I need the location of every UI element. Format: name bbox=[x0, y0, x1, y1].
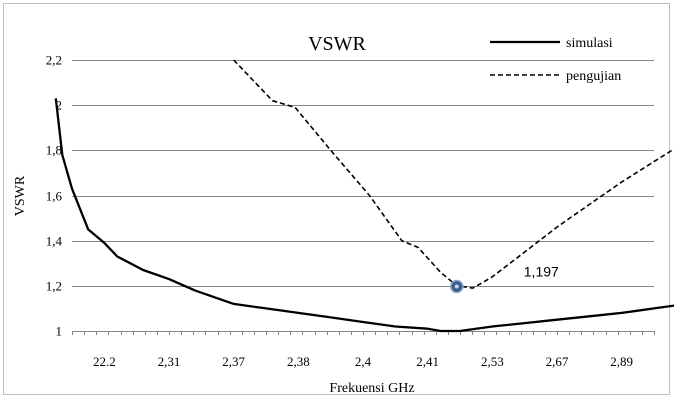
y-tick-label: 1,4 bbox=[46, 234, 63, 249]
y-tick-label: 1,8 bbox=[46, 143, 62, 158]
legend-label-pengujian: pengujian bbox=[566, 69, 621, 84]
x-tick-label: 2,31 bbox=[158, 354, 181, 369]
x-axis-title: Frekuensi GHz bbox=[329, 381, 414, 396]
x-tick-label: 2,4 bbox=[355, 354, 372, 369]
annotation-marker-highlight bbox=[454, 284, 459, 289]
series-line-simulasi bbox=[54, 98, 674, 333]
chart-title: VSWR bbox=[308, 33, 366, 55]
y-tick-label: 1,6 bbox=[46, 189, 63, 204]
y-tick-label: 2,2 bbox=[46, 53, 62, 68]
x-tick-label: 2,41 bbox=[416, 354, 439, 369]
y-tick-label: 1 bbox=[56, 324, 63, 339]
chart-frame bbox=[3, 3, 670, 395]
x-tick-label: 2,37 bbox=[222, 354, 245, 369]
legend-label-simulasi: simulasi bbox=[566, 36, 613, 51]
y-axis-title: VSWR bbox=[13, 175, 28, 216]
y-tick-label: 1,2 bbox=[46, 279, 62, 294]
x-tick-label: 2,53 bbox=[481, 354, 504, 369]
x-tick-label: 22.2 bbox=[93, 354, 116, 369]
x-tick-label: 2,89 bbox=[610, 354, 633, 369]
series-line-pengujian bbox=[233, 59, 674, 289]
y-tick-label: 2 bbox=[56, 98, 63, 113]
x-tick-label: 2,38 bbox=[287, 354, 310, 369]
annotation-label: 1,197 bbox=[524, 264, 559, 280]
x-tick-label: 2,67 bbox=[546, 354, 569, 369]
